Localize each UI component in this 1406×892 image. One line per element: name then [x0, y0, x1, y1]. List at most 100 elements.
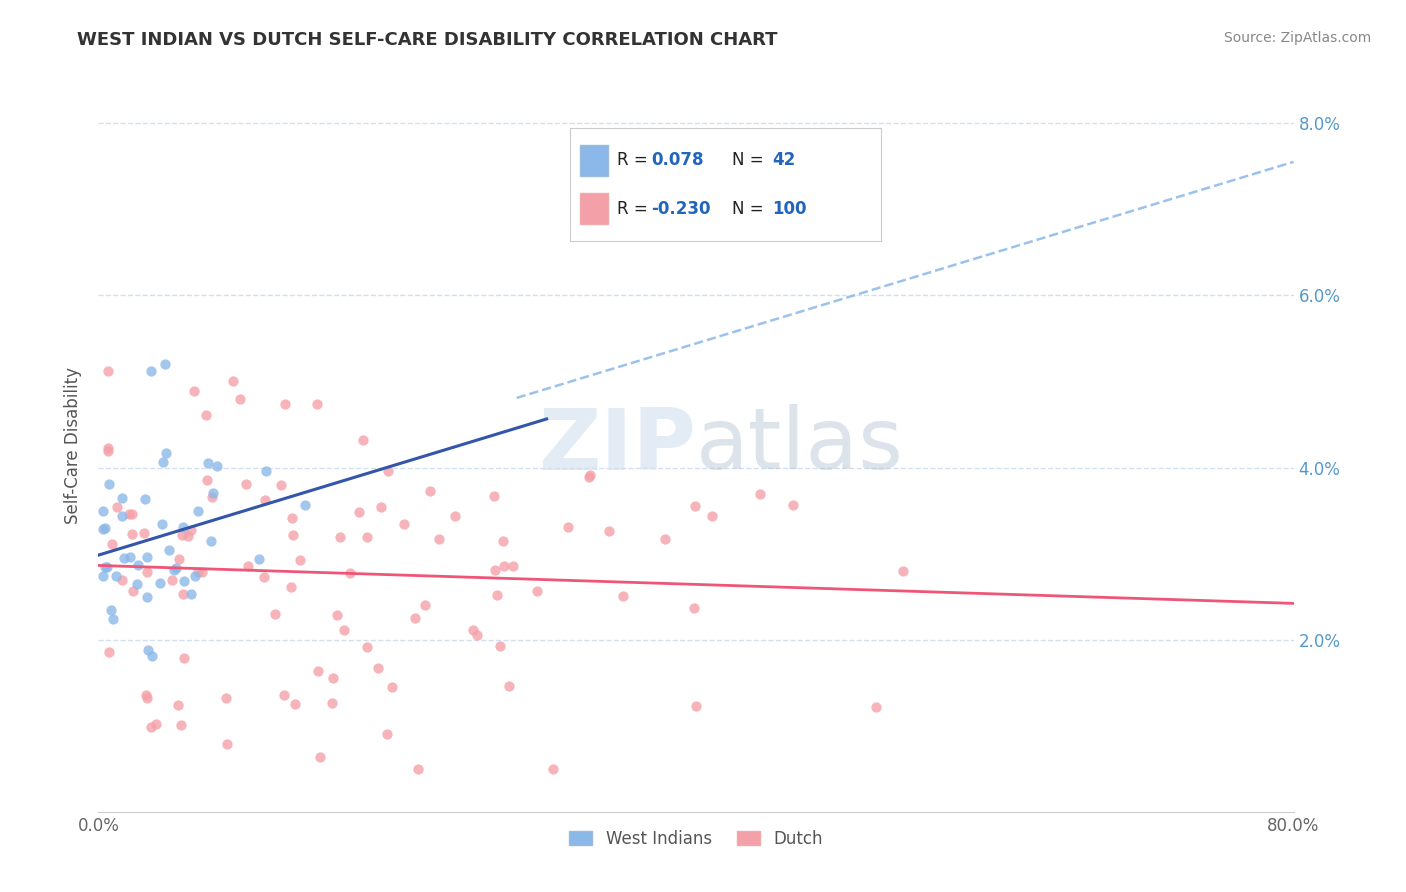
Point [136, 566, 159, 580]
Point [96, 560, 118, 574]
Point [100, 602, 122, 616]
Point [406, 762, 429, 776]
Point [195, 473, 218, 487]
Point [136, 642, 159, 657]
Point [891, 564, 914, 578]
Point [118, 549, 141, 564]
Point [321, 696, 343, 710]
Point [377, 464, 399, 478]
Point [492, 534, 515, 549]
Point [160, 573, 183, 587]
Point [339, 566, 361, 580]
Point [782, 498, 804, 512]
Point [579, 467, 602, 482]
Point [284, 697, 307, 711]
Point [288, 553, 311, 567]
Point [353, 433, 375, 447]
Point [180, 523, 202, 537]
Point [356, 640, 378, 654]
Point [173, 650, 195, 665]
Point [381, 680, 404, 694]
Point [492, 559, 515, 574]
Point [190, 565, 212, 579]
Point [180, 587, 202, 601]
Point [557, 520, 579, 534]
Point [111, 508, 134, 523]
Point [97, 441, 120, 455]
Point [347, 505, 370, 519]
Point [419, 484, 441, 499]
Point [326, 608, 349, 623]
Point [578, 469, 600, 483]
Point [461, 623, 484, 637]
Point [197, 456, 219, 470]
Point [367, 661, 389, 675]
Point [172, 528, 194, 542]
Point [163, 563, 186, 577]
Point [253, 493, 276, 508]
Point [187, 504, 209, 518]
Point [263, 607, 285, 622]
Point [104, 569, 127, 583]
Point [150, 516, 173, 531]
Point [294, 498, 316, 512]
Point [100, 537, 122, 551]
Text: WEST INDIAN VS DUTCH SELF-CARE DISABILITY CORRELATION CHART: WEST INDIAN VS DUTCH SELF-CARE DISABILIT… [77, 31, 778, 49]
Point [443, 508, 465, 523]
Point [484, 563, 506, 577]
Point [145, 717, 167, 731]
Point [205, 458, 228, 473]
Point [413, 598, 436, 612]
Point [172, 520, 194, 534]
Point [139, 364, 162, 378]
Point [183, 569, 205, 583]
Point [97, 443, 120, 458]
Point [166, 698, 188, 712]
Point [404, 611, 426, 625]
Point [281, 511, 304, 525]
Point [177, 529, 200, 543]
Point [127, 558, 149, 572]
Point [236, 558, 259, 573]
Point [273, 688, 295, 702]
Point [111, 574, 134, 588]
Point [202, 486, 225, 500]
Legend: West Indians, Dutch: West Indians, Dutch [562, 823, 830, 855]
Point [134, 491, 156, 506]
Point [141, 648, 163, 663]
Point [865, 699, 887, 714]
Point [155, 445, 177, 459]
Point [215, 691, 238, 706]
Point [91, 503, 114, 517]
Point [167, 551, 190, 566]
Point [465, 628, 488, 642]
Point [194, 408, 217, 422]
Point [270, 478, 292, 492]
Point [105, 500, 128, 514]
Point [332, 624, 354, 638]
Point [112, 551, 135, 566]
Point [134, 525, 156, 540]
Point [370, 500, 392, 514]
Point [157, 542, 180, 557]
Point [94, 521, 117, 535]
Y-axis label: Self-Care Disability: Self-Care Disability [65, 368, 83, 524]
Point [165, 560, 187, 574]
Point [93, 560, 115, 574]
Point [307, 397, 329, 411]
Point [329, 530, 352, 544]
Point [91, 569, 114, 583]
Point [683, 601, 706, 615]
Point [235, 477, 257, 491]
Point [526, 584, 548, 599]
Point [749, 487, 772, 501]
Point [187, 566, 209, 580]
Point [281, 528, 304, 542]
Point [654, 532, 676, 546]
Point [685, 699, 707, 714]
Point [222, 374, 245, 388]
Point [152, 455, 174, 469]
Point [141, 720, 163, 734]
Point [121, 527, 143, 541]
Point [247, 552, 270, 566]
